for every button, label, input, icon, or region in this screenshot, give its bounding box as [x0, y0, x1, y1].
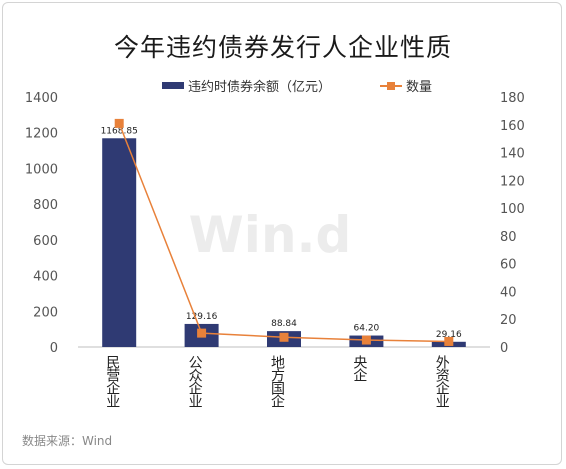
y-left-tick-label: 800: [33, 198, 58, 213]
count-point: [444, 336, 454, 346]
watermark: Win.d: [189, 206, 352, 264]
count-point: [361, 335, 371, 345]
y-right-tick-label: 40: [500, 285, 517, 300]
y-left-tick-label: 400: [33, 270, 58, 285]
category-label: 公众企业: [187, 355, 203, 408]
y-left-tick-label: 200: [33, 305, 58, 320]
y-right-tick-label: 0: [500, 341, 508, 356]
bar-data-label: 29.16: [436, 330, 462, 340]
legend-item-balance: 违约时债券余额（亿元）: [162, 76, 331, 95]
bar-data-label: 1168.85: [101, 126, 138, 136]
bar-data-label: 88.84: [271, 319, 297, 329]
y-right-tick-label: 60: [500, 258, 517, 273]
y-left-tick-label: 600: [33, 234, 58, 249]
bar-data-label: 129.16: [186, 312, 218, 322]
y-left-tick-label: 0: [50, 341, 58, 356]
legend-line-swatch: [380, 81, 402, 91]
y-left-tick-label: 1400: [25, 91, 58, 106]
chart-frame: [2, 2, 562, 465]
y-right-tick-label: 100: [500, 202, 525, 217]
count-point: [114, 118, 124, 128]
legend-label-balance: 违约时债券余额（亿元）: [188, 80, 332, 95]
count-point: [279, 332, 289, 342]
legend-label-count: 数量: [406, 80, 433, 95]
source-note: 数据来源：Wind: [22, 434, 113, 448]
category-label: 民营企业: [104, 355, 120, 408]
y-left-tick-label: 1000: [25, 162, 58, 177]
y-right-tick-label: 20: [500, 313, 517, 328]
y-right-tick-label: 180: [500, 91, 525, 106]
legend-item-count: 数量: [380, 76, 432, 95]
count-point: [197, 328, 207, 338]
category-label: 外资企业: [434, 355, 450, 408]
category-label: 地方国企: [269, 355, 285, 407]
bar-data-label: 64.20: [354, 324, 380, 334]
y-left-tick-label: 1200: [25, 127, 58, 142]
y-right-tick-label: 160: [500, 119, 525, 134]
y-right-tick-label: 80: [500, 230, 517, 245]
bar: [102, 138, 137, 347]
y-right-tick-label: 120: [500, 174, 525, 189]
chart-title: 今年违约债券发行人企业性质: [113, 33, 452, 62]
category-label: 央企: [351, 355, 367, 381]
y-right-tick-label: 140: [500, 147, 525, 162]
legend-bar-swatch: [162, 82, 184, 89]
chart-legend: 违约时债券余额（亿元） 数量: [0, 76, 566, 96]
